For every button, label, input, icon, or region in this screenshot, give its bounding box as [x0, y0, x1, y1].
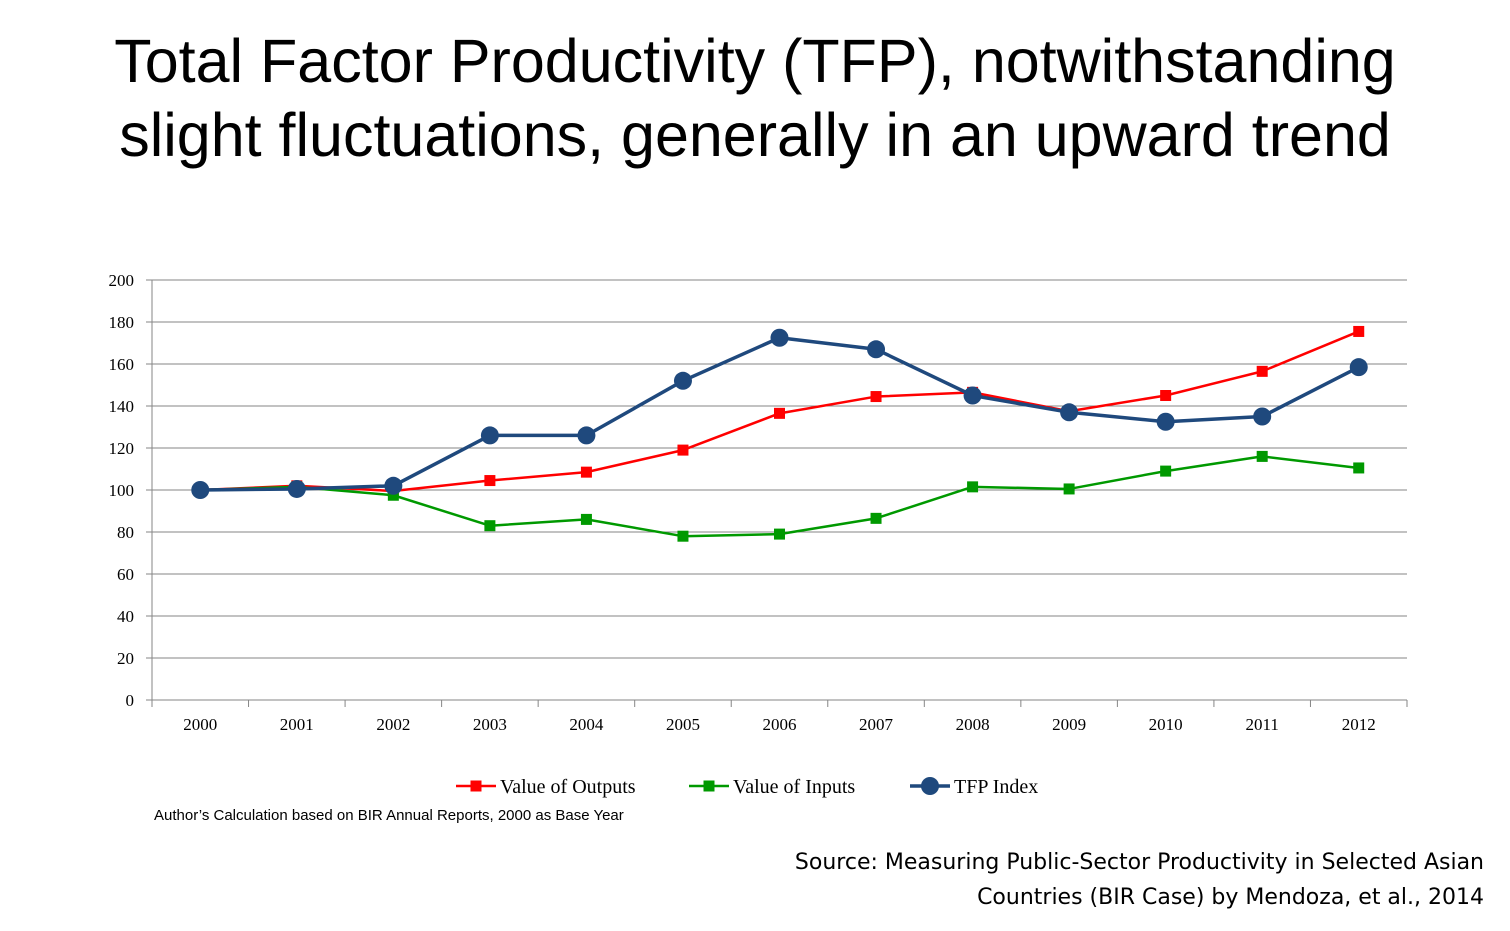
- legend-label-tfp-index: TFP Index: [954, 776, 1038, 798]
- x-tick-label-2010: 2010: [1149, 715, 1183, 734]
- y-tick-label-0: 0: [126, 691, 135, 710]
- x-tick-label-2011: 2011: [1246, 715, 1279, 734]
- x-tick-label-2002: 2002: [376, 715, 410, 734]
- point-tfp-index-2007: [867, 340, 886, 359]
- point-value-of-inputs-2002: [387, 489, 399, 501]
- point-value-of-outputs-2012: [1353, 325, 1365, 337]
- point-value-of-inputs-2011: [1256, 450, 1268, 462]
- y-tick-label-200: 200: [109, 271, 135, 290]
- point-tfp-index-2002: [384, 476, 403, 495]
- point-value-of-inputs-2007: [870, 512, 882, 524]
- legend-label-value-of-inputs: Value of Inputs: [733, 776, 855, 798]
- point-value-of-inputs-2004: [580, 513, 592, 525]
- point-value-of-inputs-2012: [1353, 462, 1365, 474]
- point-value-of-outputs-2005: [677, 444, 689, 456]
- y-tick-label-180: 180: [109, 313, 135, 332]
- legend-label-value-of-outputs: Value of Outputs: [500, 776, 636, 798]
- y-tick-label-140: 140: [109, 397, 135, 416]
- point-tfp-index-2012: [1349, 358, 1368, 377]
- point-value-of-inputs-2009: [1063, 483, 1075, 495]
- x-tick-label-2004: 2004: [569, 715, 604, 734]
- x-tick-label-2012: 2012: [1342, 715, 1376, 734]
- point-tfp-index-2008: [963, 386, 982, 405]
- y-tick-label-40: 40: [117, 607, 134, 626]
- y-tick-label-20: 20: [117, 649, 134, 668]
- y-tick-label-60: 60: [117, 565, 134, 584]
- legend-marker-tfp-index: [921, 777, 939, 795]
- x-tick-label-2009: 2009: [1052, 715, 1086, 734]
- point-tfp-index-2009: [1060, 403, 1079, 422]
- slide-title: Total Factor Productivity (TFP), notwith…: [0, 24, 1510, 172]
- y-tick-label-120: 120: [109, 439, 135, 458]
- point-tfp-index-2000: [191, 481, 210, 499]
- point-tfp-index-2003: [480, 426, 499, 445]
- point-value-of-outputs-2011: [1256, 365, 1268, 377]
- x-tick-label-2007: 2007: [859, 715, 894, 734]
- y-tick-label-80: 80: [117, 523, 134, 542]
- x-tick-label-2005: 2005: [666, 715, 700, 734]
- point-value-of-outputs-2010: [1160, 390, 1172, 401]
- point-tfp-index-2004: [577, 426, 596, 445]
- point-value-of-inputs-2008: [967, 481, 979, 493]
- series-line-value-of-inputs: [200, 455, 1359, 538]
- x-tick-label-2001: 2001: [280, 715, 314, 734]
- point-tfp-index-2001: [287, 479, 306, 498]
- point-tfp-index-2006: [770, 328, 789, 347]
- x-tick-label-2008: 2008: [956, 715, 990, 734]
- slide-title-line-1: Total Factor Productivity (TFP), notwith…: [114, 27, 1396, 95]
- point-value-of-inputs-2005: [677, 530, 689, 542]
- x-tick-label-2006: 2006: [763, 715, 797, 734]
- point-value-of-outputs-2006: [774, 407, 785, 419]
- y-tick-label-100: 100: [109, 481, 135, 500]
- source-line-2: Countries (BIR Case) by Mendoza, et al.,…: [977, 885, 1484, 910]
- x-tick-label-2003: 2003: [473, 715, 507, 734]
- x-tick-label-2000: 2000: [183, 715, 217, 734]
- legend-marker-value-of-outputs: [470, 780, 482, 792]
- point-value-of-outputs-2007: [870, 391, 882, 403]
- point-value-of-inputs-2006: [774, 528, 785, 540]
- source-citation: Source: Measuring Public-Sector Producti…: [795, 845, 1484, 915]
- point-value-of-outputs-2004: [580, 466, 592, 478]
- chart-footnote: Author’s Calculation based on BIR Annual…: [154, 807, 624, 824]
- point-value-of-inputs-2010: [1160, 465, 1172, 477]
- legend-marker-value-of-inputs: [703, 780, 715, 792]
- point-value-of-outputs-2003: [484, 475, 496, 487]
- slide-title-line-2: slight fluctuations, generally in an upw…: [119, 101, 1391, 169]
- y-tick-label-160: 160: [109, 355, 135, 374]
- point-tfp-index-2011: [1253, 407, 1272, 426]
- point-tfp-index-2005: [673, 371, 692, 390]
- point-tfp-index-2010: [1156, 412, 1175, 431]
- source-line-1: Source: Measuring Public-Sector Producti…: [794, 850, 1484, 875]
- point-value-of-inputs-2003: [484, 520, 496, 532]
